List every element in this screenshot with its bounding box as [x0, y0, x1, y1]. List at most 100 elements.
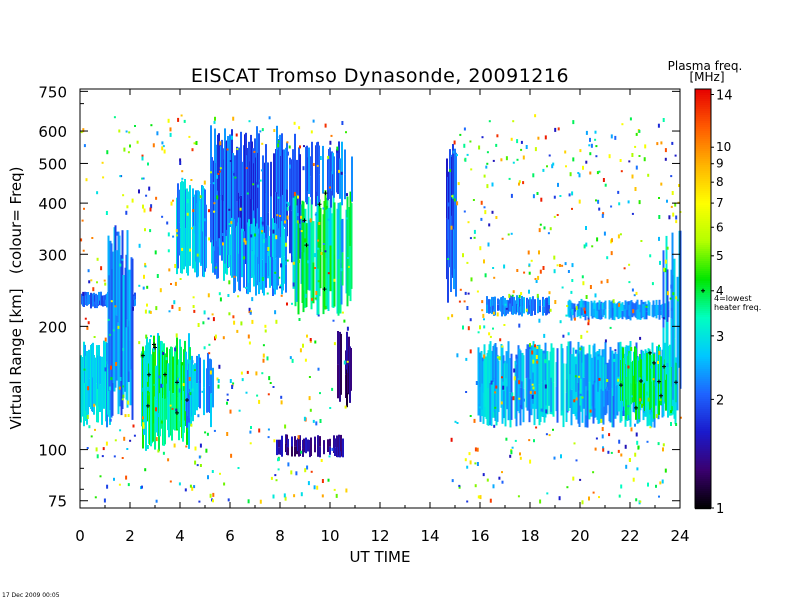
colorbar-band	[695, 429, 711, 432]
noise-pixel	[540, 408, 543, 412]
noise-pixel	[193, 369, 196, 372]
noise-pixel	[458, 485, 461, 489]
noise-pixel	[500, 401, 503, 405]
noise-pixel	[145, 194, 148, 197]
noise-pixel	[666, 363, 669, 367]
echo-trace	[318, 174, 320, 203]
echo-trace	[294, 436, 296, 447]
colorbar-band	[695, 331, 711, 334]
noise-pixel	[489, 335, 492, 338]
noise-pixel	[571, 191, 574, 196]
noise-pixel	[213, 210, 216, 213]
noise-pixel	[119, 377, 122, 381]
noise-pixel	[601, 313, 604, 318]
noise-pixel	[328, 455, 331, 458]
noise-pixel	[659, 399, 662, 401]
noise-pixel	[552, 428, 554, 431]
noise-pixel	[231, 385, 234, 389]
noise-pixel	[250, 426, 252, 429]
colorbar-band	[695, 381, 711, 384]
noise-pixel	[246, 370, 249, 374]
noise-pixel	[505, 307, 508, 310]
noise-pixel	[510, 137, 513, 141]
colorbar-band	[695, 433, 711, 436]
noise-pixel	[188, 135, 191, 138]
echo-trace	[327, 207, 330, 311]
colorbar-band	[695, 127, 711, 130]
noise-pixel	[534, 147, 537, 152]
noise-pixel	[155, 499, 158, 503]
colorbar-band	[695, 501, 711, 504]
noise-pixel	[306, 465, 309, 470]
noise-pixel	[308, 396, 311, 401]
noise-pixel	[483, 318, 485, 321]
noise-pixel	[678, 184, 680, 187]
noise-pixel	[600, 280, 603, 284]
noise-pixel	[146, 285, 149, 289]
echo-trace	[307, 439, 309, 452]
noise-pixel	[636, 467, 639, 471]
noise-pixel	[268, 116, 271, 120]
echo-trace	[178, 189, 180, 223]
colorbar-band	[695, 423, 711, 426]
echo-trace	[210, 125, 212, 184]
noise-pixel	[447, 258, 450, 260]
colorbar-band	[695, 351, 711, 354]
noise-pixel	[94, 496, 97, 499]
noise-pixel	[614, 349, 617, 352]
y-tick-label-600: 600	[38, 123, 67, 141]
noise-pixel	[578, 375, 581, 378]
noise-pixel	[459, 133, 462, 136]
colorbar-band	[695, 205, 711, 208]
noise-pixel	[165, 357, 168, 361]
noise-pixel	[122, 394, 125, 398]
noise-pixel	[656, 142, 659, 146]
noise-pixel	[662, 118, 665, 122]
echo-trace	[319, 436, 321, 447]
plus-marker	[175, 410, 179, 415]
noise-pixel	[534, 278, 537, 280]
noise-pixel	[610, 251, 613, 256]
echo-trace	[337, 259, 340, 316]
noise-pixel	[641, 403, 643, 408]
noise-pixel	[629, 458, 631, 462]
noise-pixel	[475, 381, 478, 385]
noise-pixel	[314, 297, 317, 300]
colorbar-band	[695, 397, 711, 400]
noise-pixel	[613, 358, 616, 362]
noise-pixel	[208, 343, 211, 346]
noise-pixel	[279, 284, 282, 287]
noise-pixel	[287, 151, 289, 156]
noise-pixel	[257, 184, 260, 188]
noise-pixel	[631, 212, 634, 215]
noise-pixel	[346, 360, 349, 363]
noise-pixel	[202, 321, 205, 325]
noise-pixel	[167, 458, 170, 462]
noise-pixel	[152, 347, 155, 350]
echo-trace	[342, 438, 344, 458]
noise-pixel	[213, 120, 216, 124]
noise-pixel	[519, 404, 522, 408]
noise-pixel	[534, 344, 536, 348]
noise-pixel	[545, 433, 548, 436]
noise-pixel	[469, 349, 472, 354]
noise-pixel	[584, 310, 586, 314]
echo-trace	[570, 311, 573, 321]
echo-trace	[294, 446, 296, 457]
noise-pixel	[262, 353, 265, 358]
noise-pixel	[232, 171, 235, 174]
noise-pixel	[478, 145, 481, 150]
noise-pixel	[286, 201, 289, 204]
x-tick-label-10: 10	[320, 527, 339, 545]
noise-pixel	[620, 170, 623, 173]
noise-pixel	[262, 239, 265, 244]
noise-pixel	[329, 140, 332, 145]
noise-pixel	[540, 197, 543, 202]
noise-pixel	[640, 240, 643, 242]
noise-pixel	[238, 409, 241, 412]
noise-pixel	[277, 196, 280, 199]
noise-pixel	[291, 302, 293, 305]
noise-pixel	[457, 182, 460, 186]
noise-pixel	[262, 358, 265, 363]
noise-pixel	[531, 350, 534, 355]
